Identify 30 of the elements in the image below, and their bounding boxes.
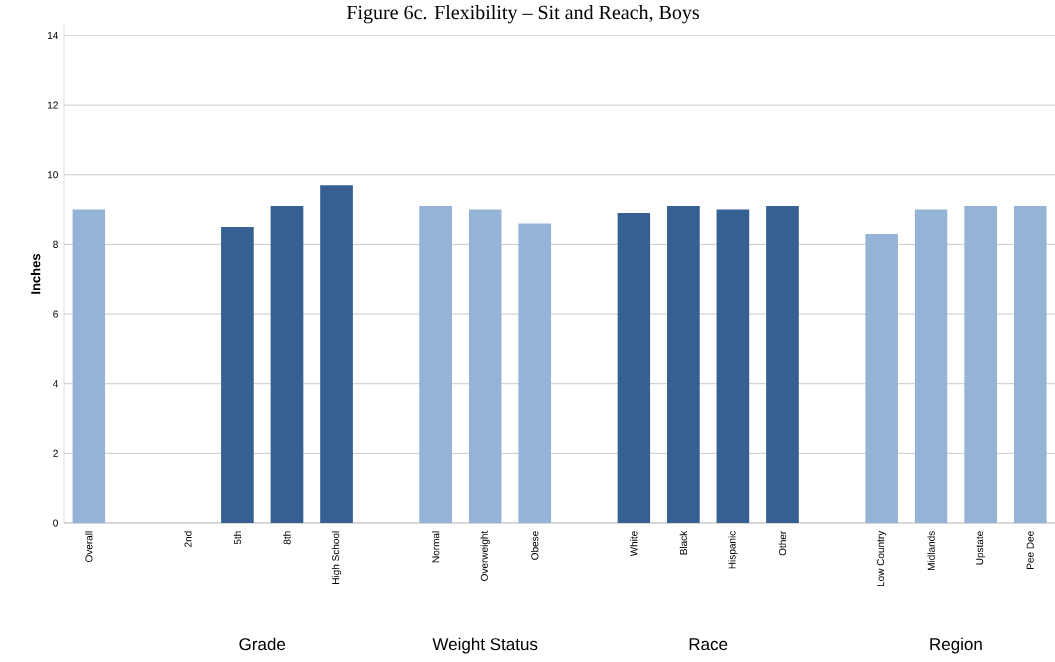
x-tick-label: 5th: [233, 531, 242, 545]
y-tick-label: 14: [47, 32, 59, 39]
y-tick-label: 8: [53, 240, 58, 248]
x-tick-label: Overall: [85, 531, 93, 562]
y-tick-label: 12: [47, 101, 58, 109]
y-tick-label: 10: [47, 171, 58, 179]
x-tick-label: Low Country: [877, 530, 887, 587]
y-tick-label: 6: [53, 310, 58, 318]
text: Race: [689, 638, 728, 651]
x-tick-label: Normal: [431, 531, 440, 563]
y-tick-label: 4: [53, 380, 59, 388]
x-tick-label: High School: [331, 531, 342, 584]
x-tick-label: Overweight: [480, 530, 490, 581]
x-tick-label: 8th: [283, 531, 291, 545]
y-tick-label: 2: [53, 449, 58, 457]
x-tick-label: Black: [679, 530, 688, 555]
x-tick-label: Other: [778, 530, 787, 556]
x-tick-label: Pee Dee: [1026, 531, 1034, 569]
chart-title: Figure 6c. Flexibility – Sit and Reach, Boys: [346, 5, 699, 24]
x-tick-label: 2nd: [184, 531, 192, 547]
text: Weight Status: [432, 637, 538, 654]
x-tick-label: White: [630, 531, 638, 557]
x-tick-label: Upstate: [976, 531, 986, 565]
y-axis-title: Inches: [30, 253, 41, 294]
y-tick-label: 0: [53, 519, 58, 527]
x-tick-label: Hispanic: [728, 531, 738, 569]
x-tick-label: Midlands: [927, 531, 935, 570]
text: Grade: [239, 637, 286, 651]
text: Region: [930, 637, 982, 654]
x-tick-label: Obese: [531, 531, 539, 560]
